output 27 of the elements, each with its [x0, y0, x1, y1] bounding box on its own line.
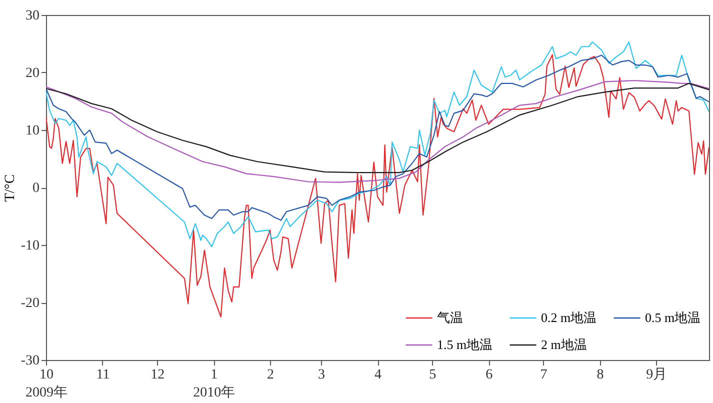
y-tick-label: 10: [26, 124, 40, 138]
legend-label: 0.2 m地温: [541, 310, 597, 325]
x-tick-label: 5: [429, 368, 436, 382]
x-tick-label: 10 2009年: [26, 368, 68, 400]
line-series: [46, 41, 709, 248]
x-tick-label: 2: [267, 368, 274, 382]
x-tick-label: 4: [374, 368, 382, 382]
legend-label: 1.5 m地温: [437, 337, 493, 352]
y-tick-label: -30: [20, 354, 40, 368]
legend-label: 2 m地温: [541, 337, 587, 352]
x-tick-label: 11: [96, 368, 110, 382]
x-tick-label: 8: [596, 368, 604, 382]
y-tick-label: -20: [20, 296, 40, 311]
x-tick-label: 6: [486, 368, 493, 382]
y-tick-label: -10: [20, 238, 40, 254]
y-axis-title: T/°C: [2, 174, 18, 202]
x-tick-label: 3: [318, 368, 326, 382]
y-tick-label: 30: [26, 8, 40, 24]
y-tick-label: 20: [26, 66, 40, 81]
legend-label: 0.5 m地温: [645, 310, 701, 325]
x-tick-label: 1 2010年: [193, 368, 236, 400]
line-series: [46, 54, 709, 221]
x-tick-label: 12: [150, 368, 165, 382]
y-tick-label: 0: [32, 181, 40, 196]
x-tick-label: 7: [540, 368, 548, 382]
legend-label: 气温: [437, 310, 463, 325]
x-tick-label: 9月: [646, 368, 668, 382]
